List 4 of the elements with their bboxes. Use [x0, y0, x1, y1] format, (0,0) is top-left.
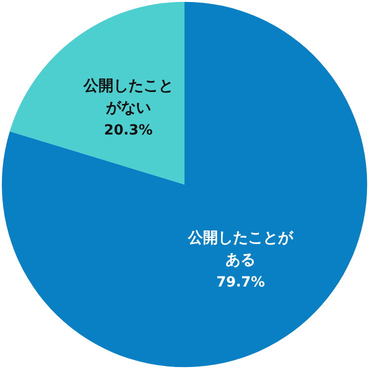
slice-label: 公開したことがない	[82, 76, 174, 117]
data-label: 79.7%	[216, 274, 265, 290]
slice-label: 公開したことがある	[187, 228, 294, 268]
data-label: 20.3%	[104, 122, 153, 139]
